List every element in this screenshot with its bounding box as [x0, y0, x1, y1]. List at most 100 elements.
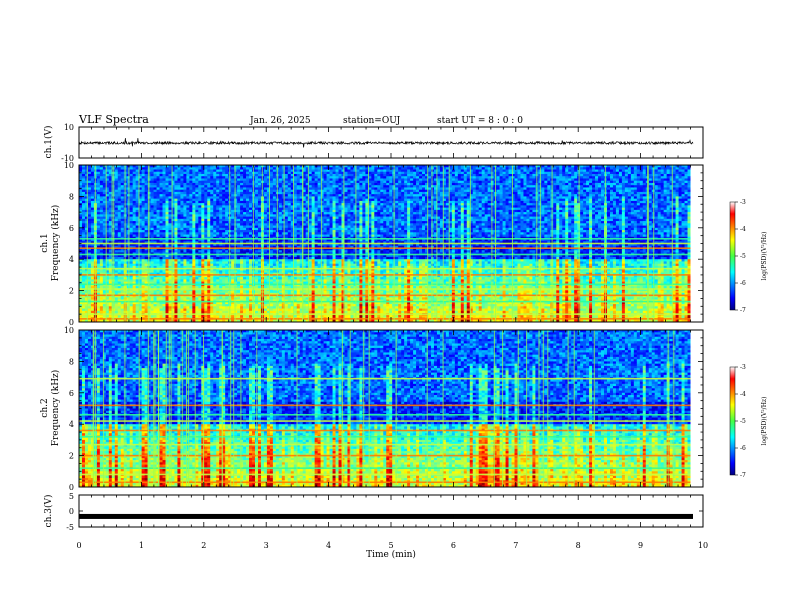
spectrogram-cell: [284, 223, 289, 226]
spectrogram-cell: [168, 230, 172, 233]
spectrogram-cell: [159, 295, 163, 298]
spectrogram-cell: [198, 165, 202, 168]
spectrogram-cell: [129, 263, 134, 267]
spectrogram-cell: [84, 259, 89, 262]
spectrogram-cell: [84, 176, 89, 179]
spectrogram-cell: [192, 200, 196, 204]
spectrogram-cell: [222, 283, 226, 287]
spectrogram-cell: [234, 178, 238, 182]
spectrogram-cell: [138, 209, 142, 213]
spectrogram-cell: [225, 283, 229, 287]
spectrogram-cell: [263, 200, 268, 204]
spectrogram-cell: [266, 227, 271, 231]
spectrogram-cell: [99, 200, 104, 204]
spectrogram-cell: [180, 263, 184, 267]
spectrogram-cell: [204, 216, 208, 220]
spectrogram-cell: [87, 241, 92, 244]
spectrogram-cell: [105, 239, 110, 242]
spectrogram-cell: [249, 286, 253, 289]
spectrogram-cell: [266, 304, 271, 307]
spectrogram-cell: [204, 261, 208, 265]
spectrogram-cell: [102, 254, 107, 258]
spectrogram-cell: [198, 194, 202, 197]
spectrogram-cell: [207, 189, 211, 193]
spectrogram-cell: [174, 268, 178, 271]
spectrogram-cell: [257, 178, 262, 182]
spectrogram-cell: [102, 234, 107, 238]
spectrogram-cell: [263, 304, 268, 307]
spectrogram-cell: [162, 272, 166, 276]
spectrogram-cell: [225, 308, 229, 312]
spectrogram-cell: [96, 272, 101, 276]
spectrogram-cell: [255, 270, 259, 273]
spectrogram-cell: [201, 308, 205, 312]
spectrogram-cell: [210, 167, 214, 170]
spectrogram-cell: [183, 256, 187, 260]
spectrogram-cell: [174, 254, 178, 258]
spectrogram-cell: [126, 241, 131, 244]
spectrogram-cell: [284, 173, 289, 177]
spectrogram-cell: [257, 245, 262, 249]
spectrogram-cell: [126, 250, 131, 253]
spectrogram-cell: [204, 221, 208, 224]
spectrogram-cell: [198, 277, 202, 280]
spectrogram-cell: [240, 209, 244, 213]
spectrogram-cell: [231, 178, 235, 182]
spectrogram-cell: [269, 178, 274, 182]
spectrogram-cell: [207, 315, 211, 318]
spectrogram-cell: [234, 247, 238, 251]
spectrogram-cell: [240, 196, 244, 199]
spectrogram-cell: [171, 265, 175, 269]
spectrogram-cell: [222, 290, 226, 294]
spectrogram-cell: [231, 198, 235, 202]
spectrogram-cell: [174, 256, 178, 260]
spectrogram-cell: [213, 292, 217, 296]
spectrogram-cell: [246, 292, 250, 296]
spectrogram-cell: [278, 196, 283, 199]
spectrogram-cell: [84, 218, 89, 222]
spectrogram-cell: [81, 304, 86, 307]
spectrogram-cell: [189, 191, 193, 195]
spectrogram-cell: [207, 221, 211, 224]
spectrogram-cell: [231, 279, 235, 282]
spectrogram-cell: [198, 315, 202, 318]
spectrogram-cell: [210, 209, 214, 213]
spectrogram-cell: [189, 225, 193, 229]
spectrogram-cell: [153, 254, 157, 258]
spectrogram-cell: [210, 173, 214, 177]
spectrogram-cell: [269, 223, 274, 226]
spectrogram-cell: [138, 283, 142, 287]
spectrogram-cell: [132, 187, 137, 191]
spectrogram-cell: [150, 221, 154, 224]
spectrogram-cell: [165, 292, 169, 296]
spectrogram-cell: [117, 234, 122, 238]
spectrogram-cell: [255, 274, 259, 278]
spectrogram-cell: [192, 165, 196, 168]
spectrogram-cell: [189, 230, 193, 233]
spectrogram-cell: [144, 214, 148, 217]
spectrogram-cell: [117, 221, 122, 224]
spectrogram-cell: [108, 182, 113, 186]
spectrogram-cell: [240, 234, 244, 238]
spectrogram-cell: [255, 203, 259, 206]
spectrogram-cell: [96, 270, 101, 273]
spectrogram-cell: [183, 194, 187, 197]
spectrogram-cell: [255, 169, 259, 173]
spectrogram-cell: [284, 221, 289, 224]
spectrogram-cell: [257, 283, 262, 287]
spectrogram-cell: [201, 216, 205, 220]
spectrogram-cell: [186, 274, 190, 278]
spectrogram-cell: [81, 315, 86, 318]
spectrogram-cell: [186, 295, 190, 298]
spectrogram-cell: [177, 205, 181, 208]
spectrogram-cell: [180, 245, 184, 249]
spectrogram-cell: [135, 319, 140, 323]
spectrogram-cell: [129, 286, 134, 289]
spectrogram-cell: [153, 218, 157, 222]
spectrogram-cell: [183, 216, 187, 220]
spectrogram-cell: [174, 286, 178, 289]
spectrogram-cell: [192, 169, 196, 173]
spectrogram-cell: [141, 239, 145, 242]
spectrogram-cell: [168, 283, 172, 287]
spectrogram-cell: [222, 176, 226, 179]
